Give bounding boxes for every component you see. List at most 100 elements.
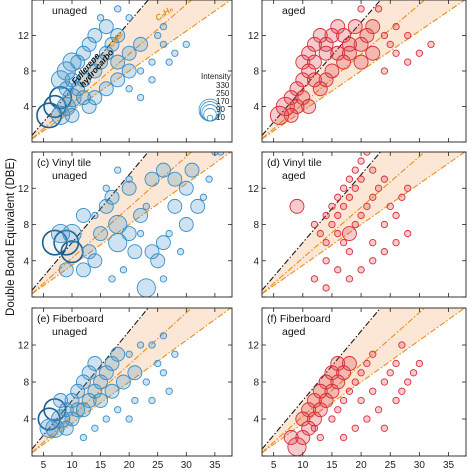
data-point bbox=[398, 193, 406, 201]
panel-label: (f) Fiberboard bbox=[267, 313, 331, 325]
data-point bbox=[110, 28, 126, 43]
panel-sublabel: aged bbox=[282, 5, 306, 17]
x-tick-label: 10 bbox=[297, 460, 309, 471]
data-point bbox=[328, 202, 336, 211]
data-point bbox=[58, 420, 74, 436]
panel-sublabel: aged bbox=[282, 170, 306, 182]
data-point bbox=[81, 365, 97, 381]
data-point bbox=[136, 229, 145, 238]
panel-sublabel: aged bbox=[282, 326, 306, 338]
data-point bbox=[415, 49, 424, 57]
data-point bbox=[127, 365, 143, 381]
y-tick-label: 12 bbox=[18, 31, 30, 42]
data-point bbox=[322, 238, 330, 247]
data-point bbox=[318, 374, 334, 390]
data-point bbox=[125, 14, 133, 22]
plot-area bbox=[262, 0, 466, 140]
y-tick-label: 4 bbox=[23, 256, 29, 267]
data-point bbox=[322, 211, 330, 220]
data-point bbox=[159, 22, 168, 31]
data-point bbox=[415, 359, 424, 368]
data-point bbox=[75, 45, 91, 61]
x-tick-label: 30 bbox=[414, 460, 426, 471]
plot-area bbox=[32, 0, 232, 140]
data-point bbox=[275, 96, 295, 117]
data-point bbox=[307, 36, 322, 52]
data-point bbox=[48, 86, 73, 110]
data-point bbox=[357, 175, 365, 183]
data-point bbox=[295, 430, 311, 445]
x-tick-label: 5 bbox=[41, 460, 47, 471]
data-point bbox=[110, 54, 126, 70]
data-point bbox=[98, 365, 114, 381]
data-point bbox=[148, 58, 156, 66]
data-point bbox=[339, 433, 348, 442]
data-point bbox=[392, 359, 400, 368]
data-point bbox=[93, 226, 109, 242]
data-point bbox=[330, 19, 346, 35]
data-point bbox=[70, 81, 86, 97]
data-point bbox=[301, 402, 317, 418]
plot-area bbox=[262, 152, 466, 295]
y-tick-label: 4 bbox=[253, 415, 259, 426]
data-point bbox=[351, 424, 359, 432]
data-point bbox=[79, 433, 88, 442]
data-point bbox=[75, 402, 91, 418]
data-point bbox=[363, 202, 371, 211]
data-point bbox=[98, 81, 114, 97]
data-point bbox=[133, 36, 149, 52]
data-point bbox=[427, 40, 435, 49]
data-point bbox=[104, 36, 120, 52]
data-point bbox=[404, 31, 412, 40]
x-tick-label: 5 bbox=[271, 460, 277, 471]
x-tick-label: 20 bbox=[124, 460, 136, 471]
data-point bbox=[43, 398, 67, 422]
y-tick-label: 8 bbox=[23, 67, 29, 78]
data-point bbox=[70, 402, 86, 418]
data-point bbox=[334, 406, 342, 414]
y-tick-label: 8 bbox=[253, 220, 259, 231]
data-point bbox=[324, 28, 340, 43]
data-point bbox=[58, 262, 74, 278]
data-point bbox=[53, 393, 69, 408]
data-point bbox=[98, 19, 114, 35]
x-tick-label: 15 bbox=[95, 460, 107, 471]
data-point bbox=[115, 374, 131, 390]
data-point bbox=[339, 184, 348, 192]
data-point bbox=[380, 424, 389, 432]
data-point bbox=[345, 248, 354, 256]
data-point bbox=[409, 369, 418, 377]
data-point bbox=[392, 238, 400, 247]
data-point bbox=[93, 54, 109, 70]
data-point bbox=[98, 45, 114, 61]
plot-area bbox=[262, 308, 466, 456]
data-point bbox=[110, 72, 126, 88]
plot-area bbox=[32, 152, 232, 297]
data-point bbox=[136, 278, 156, 297]
y-tick-label: 12 bbox=[248, 184, 260, 195]
data-point bbox=[142, 378, 150, 386]
data-point bbox=[310, 424, 319, 432]
data-point bbox=[316, 433, 324, 442]
data-point bbox=[330, 45, 346, 61]
data-point bbox=[324, 63, 340, 79]
data-point bbox=[205, 175, 213, 183]
data-point bbox=[404, 378, 412, 386]
data-point bbox=[102, 415, 110, 423]
data-point bbox=[339, 238, 348, 247]
data-point bbox=[81, 36, 97, 52]
data-point bbox=[357, 369, 365, 377]
data-point bbox=[404, 229, 412, 238]
data-point bbox=[301, 45, 317, 61]
data-point bbox=[64, 393, 80, 408]
data-point bbox=[330, 356, 346, 371]
data-point bbox=[369, 193, 377, 201]
legend-entry: 250 bbox=[216, 89, 230, 98]
data-point bbox=[312, 402, 328, 418]
data-point bbox=[353, 36, 369, 52]
data-point bbox=[62, 223, 82, 244]
legend-circle bbox=[203, 108, 217, 122]
fullerene-line bbox=[262, 308, 382, 450]
